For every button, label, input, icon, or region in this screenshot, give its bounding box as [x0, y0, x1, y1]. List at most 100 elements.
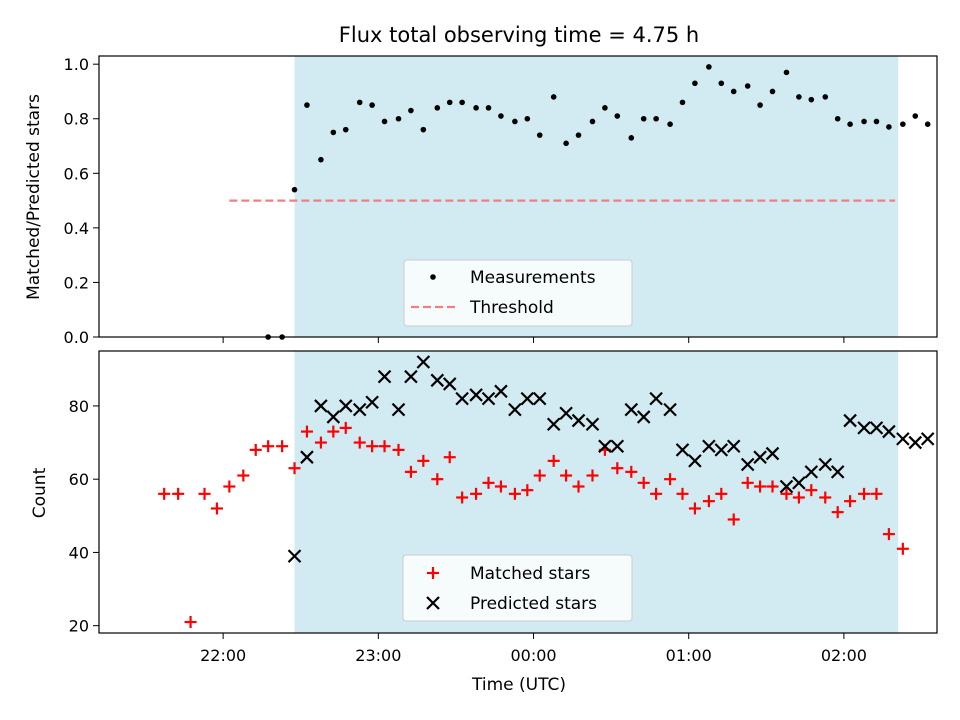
matched-point: [172, 487, 185, 500]
top-yticks: 0.0 0.2 0.4 0.6 0.8 1.0: [64, 55, 99, 347]
measurement-point: [420, 126, 427, 133]
top-legend: Measurements Threshold: [403, 259, 633, 327]
measurement-point: [395, 115, 402, 122]
matched-point: [404, 465, 417, 478]
measurement-point: [873, 118, 880, 125]
measurement-point: [706, 64, 712, 70]
matched-point: [547, 454, 560, 467]
matched-point: [276, 440, 289, 453]
matched-point: [508, 487, 521, 500]
matched-point: [637, 476, 650, 489]
predicted-point: [726, 439, 741, 453]
measurement-point: [459, 99, 465, 106]
bottom-ytick-label: 20: [69, 617, 89, 636]
matched-point: [611, 462, 624, 475]
xtick-label: 23:00: [355, 646, 401, 665]
matched-point: [210, 502, 223, 515]
measurement-point: [847, 121, 853, 128]
matched-point: [882, 528, 895, 541]
matched-point: [754, 480, 767, 493]
top-ytick-label: 0.0: [64, 328, 89, 347]
matched-point: [198, 487, 211, 500]
measurement-point: [861, 118, 867, 125]
x-axis-label: Time (UTC): [471, 675, 566, 695]
matched-point: [262, 440, 275, 453]
predicted-point: [416, 355, 431, 369]
predicted-point: [624, 402, 639, 417]
top-ytick-label: 0.6: [64, 164, 89, 183]
matched-point: [392, 443, 405, 456]
measurement-point: [369, 102, 375, 108]
measurement-point: [718, 80, 725, 87]
bottom-xticks: 22:00 23:00 00:00 01:00 02:00: [200, 633, 867, 665]
bottom-legend-box: [402, 554, 633, 622]
measurement-point: [575, 132, 582, 138]
matched-point: [572, 480, 585, 493]
matched-point: [766, 480, 779, 493]
matched-point: [521, 484, 534, 497]
matched-point: [560, 469, 573, 482]
top-axes-frame: [98, 55, 938, 338]
matched-point: [844, 495, 857, 508]
predicted-point: [442, 377, 457, 391]
predicted-point: [882, 424, 896, 439]
predicted-point: [896, 432, 910, 446]
measurement-point: [744, 83, 751, 89]
bottom-marks: [158, 355, 935, 629]
measurement-point: [318, 156, 324, 163]
matched-point: [249, 443, 262, 456]
measurement-point: [536, 132, 543, 138]
matched-point: [896, 542, 909, 555]
matched-point: [676, 487, 689, 500]
predicted-point: [830, 465, 845, 479]
predicted-point: [598, 439, 612, 453]
measurement-point: [512, 118, 518, 125]
predicted-point: [585, 417, 600, 432]
bottom-legend: Matched stars Predicted stars: [402, 554, 633, 622]
predicted-point: [377, 369, 392, 384]
predicted-point: [649, 391, 663, 406]
top-xticks: [222, 337, 845, 343]
measurement-point: [498, 113, 504, 119]
legend-threshold-label: Threshold: [469, 298, 554, 318]
legend-measurements-label: Measurements: [470, 268, 596, 288]
measurement-point: [912, 113, 919, 119]
predicted-point: [314, 399, 328, 413]
measurement-point: [473, 105, 479, 111]
measurement-point: [822, 94, 829, 100]
matched-point: [858, 487, 871, 500]
predicted-point: [326, 410, 341, 424]
matched-point: [792, 491, 805, 504]
predicted-point: [469, 388, 483, 402]
top-ytick-label: 0.8: [64, 110, 89, 129]
matched-point: [586, 469, 599, 482]
predicted-point: [779, 479, 794, 494]
measurement-point: [602, 105, 608, 111]
predicted-point: [352, 402, 367, 417]
matched-point: [805, 484, 818, 497]
xtick-label: 00:00: [510, 646, 556, 665]
predicted-point: [753, 450, 767, 464]
top-ytick-label: 0.2: [64, 273, 89, 292]
matched-point: [431, 473, 444, 486]
chart-title: Flux total observing time = 4.75 h: [339, 23, 699, 47]
xtick-label: 01:00: [666, 646, 712, 665]
xtick-label: 22:00: [200, 646, 246, 665]
predicted-point: [636, 410, 651, 424]
matched-point: [819, 491, 832, 504]
measurement-point: [485, 105, 492, 111]
predicted-point: [843, 413, 857, 428]
legend-measurements-marker: [430, 274, 436, 280]
measurement-point: [524, 115, 531, 122]
top-marks: [229, 64, 931, 340]
matched-point: [494, 480, 507, 493]
measurement-point: [730, 88, 737, 95]
matched-point: [831, 506, 844, 519]
matched-point: [870, 487, 883, 500]
measurement-point: [796, 94, 802, 100]
matched-point: [288, 462, 301, 475]
top-legend-box: [403, 259, 633, 327]
top-panel: 0.0 0.2 0.4 0.6 0.8 1.0 Matched/Predicted sta…: [24, 55, 938, 347]
predicted-point: [391, 402, 406, 417]
predicted-point: [404, 369, 418, 384]
